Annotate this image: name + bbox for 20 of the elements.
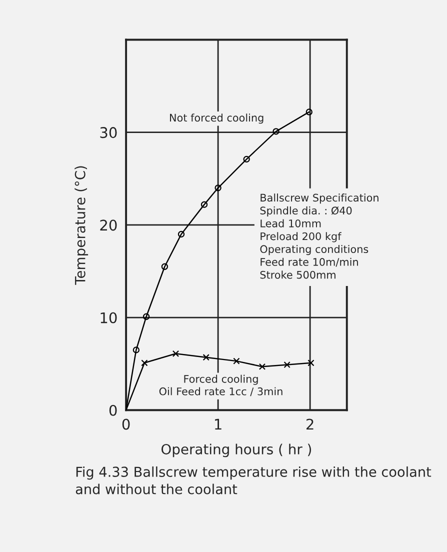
point [308,360,314,366]
point [233,358,240,364]
x-tick-label: 1 [215,418,222,430]
x-tick-label: 2 [306,418,314,430]
point [258,363,266,370]
point [172,350,180,357]
point [141,360,148,366]
annotation: Ballscrew Specification Spindle dia. : Ø40 Lead 10mm Preload 200 kgf Operating conditions Feed rate 10m/min Stroke 500mm [260,194,378,279]
x-tick-label: 0 [122,418,130,430]
x-axis-title: Operating hours ( hr ) [161,444,312,458]
y-tick-label: 0 [109,404,117,416]
y-axis-title: Temperature (°C) [74,166,88,285]
annotation: Not forced cooling [170,114,264,124]
y-tick-label: 30 [100,127,117,138]
caption: Fig 4.33 Ballscrew temperature rise with the coolant and without the coolant [76,466,432,494]
point [284,361,290,368]
y-tick-label: 20 [100,220,117,231]
annotation: Forced cooling Oil Feed rate 1cc / 3min [159,374,282,396]
y-tick-label: 10 [100,312,117,324]
point [202,354,210,361]
